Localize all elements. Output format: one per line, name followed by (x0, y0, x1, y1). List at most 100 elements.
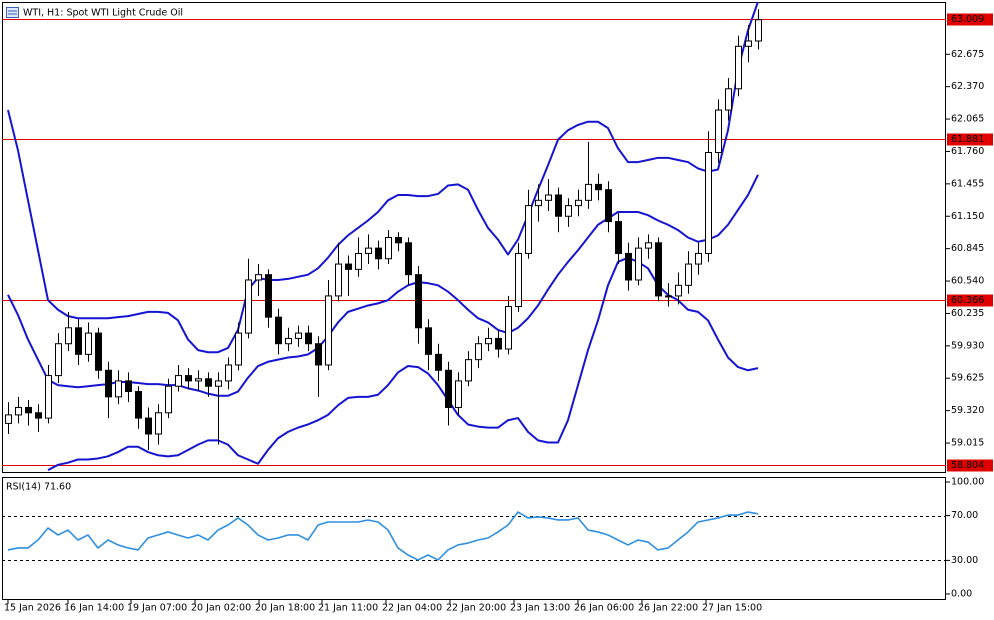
y-tick-label: 61.455 (951, 178, 984, 189)
x-tick-label: 20 Jan 02:00 (191, 603, 251, 614)
candle-body (95, 332, 102, 371)
y-tick-label: 0.00 (951, 588, 972, 599)
candle-body (165, 385, 172, 414)
candle-body (485, 337, 492, 345)
x-tick-label: 23 Jan 13:00 (510, 603, 570, 614)
candle-body (705, 152, 712, 254)
y-tick-label: 100.00 (951, 477, 984, 488)
price-level-label: 63.009 (951, 14, 984, 25)
candle-body (405, 242, 412, 276)
candle-body (635, 247, 642, 281)
price-level-tag (947, 133, 993, 146)
bollinger-band (7, 174, 759, 397)
candle-body (85, 332, 92, 355)
y-tick-label: 61.150 (951, 211, 984, 222)
candle-body (385, 237, 392, 260)
candle-body (235, 332, 242, 366)
y-tick-label: 59.015 (951, 438, 984, 449)
candle-body (5, 414, 12, 424)
candle-body (715, 109, 722, 154)
y-tick-label: 30.00 (951, 555, 978, 566)
candle-body (145, 417, 152, 435)
candle-body (245, 279, 252, 334)
x-tick-label: 27 Jan 15:00 (702, 603, 762, 614)
candle-body (135, 391, 142, 419)
candle-body (125, 380, 132, 393)
price-level-label: 61.881 (951, 134, 984, 145)
y-tick-label: 59.930 (951, 340, 984, 351)
y-tick-label: 59.625 (951, 373, 984, 384)
y-tick-label: 62.065 (951, 114, 984, 125)
candle-body (675, 284, 682, 297)
candle-body (375, 247, 382, 260)
candle-body (545, 194, 552, 201)
candle-body (35, 412, 42, 419)
candle-body (555, 194, 562, 217)
y-tick-label: 62.370 (951, 81, 984, 92)
candle-body (25, 406, 32, 414)
candle-body (435, 353, 442, 371)
candle-body (655, 242, 662, 297)
candle-body (335, 263, 342, 297)
candle-body (115, 380, 122, 398)
candle-body (395, 237, 402, 244)
price-level-tag (947, 294, 993, 307)
y-tick-label: 70.00 (951, 510, 978, 521)
candle-body (425, 327, 432, 355)
candle-body (295, 332, 302, 339)
candle-body (105, 369, 112, 398)
price-level-label: 58.804 (951, 460, 984, 471)
candle-body (15, 406, 22, 416)
rsi-plot (2, 511, 946, 561)
x-tick-label: 15 Jan 2026 (4, 603, 61, 614)
candle-body (745, 40, 752, 47)
y-tick-label: 62.675 (951, 49, 984, 60)
x-tick-label: 22 Jan 20:00 (446, 603, 506, 614)
candle-body (685, 263, 692, 286)
candle-body (185, 375, 192, 382)
candle-body (315, 343, 322, 366)
x-tick-label: 21 Jan 11:00 (318, 603, 378, 614)
price-level-label: 60.366 (951, 295, 984, 306)
x-tick-label: 20 Jan 18:00 (255, 603, 315, 614)
candle-body (575, 199, 582, 207)
symbol-icon (6, 7, 19, 18)
candle-body (175, 375, 182, 387)
candle-body (75, 327, 82, 355)
y-tick-label: 60.540 (951, 276, 984, 287)
candle-body (525, 205, 532, 254)
rsi-title: RSI(14) 71.60 (6, 482, 71, 493)
x-tick-label: 22 Jan 04:00 (382, 603, 442, 614)
candle-body (565, 205, 572, 217)
candle-body (445, 369, 452, 408)
x-tick-label: 26 Jan 22:00 (638, 603, 698, 614)
candle-body (585, 183, 592, 201)
candle-body (415, 274, 422, 329)
candle-body (45, 375, 52, 419)
candle-body (205, 378, 212, 387)
main-frame (2, 2, 946, 473)
candle-body (355, 252, 362, 270)
candle-body (755, 19, 762, 42)
candle-body (475, 343, 482, 361)
candle-body (615, 221, 622, 254)
candle-body (665, 295, 672, 298)
candle-body (625, 252, 632, 281)
rsi-line (7, 511, 759, 561)
bollinger-band (7, 2, 759, 354)
candle-body (65, 327, 72, 345)
candle-body (535, 199, 542, 207)
candle-body (595, 183, 602, 191)
candle-body (195, 378, 202, 382)
y-tick-label: 60.235 (951, 308, 984, 319)
candle-body (515, 252, 522, 308)
x-tick-label: 26 Jan 06:00 (574, 603, 634, 614)
candle-body (345, 263, 352, 270)
candle-body (605, 189, 612, 223)
candle-body (495, 337, 502, 350)
candle-body (325, 295, 332, 366)
rsi-frame (2, 477, 946, 600)
candle-body (455, 380, 462, 408)
